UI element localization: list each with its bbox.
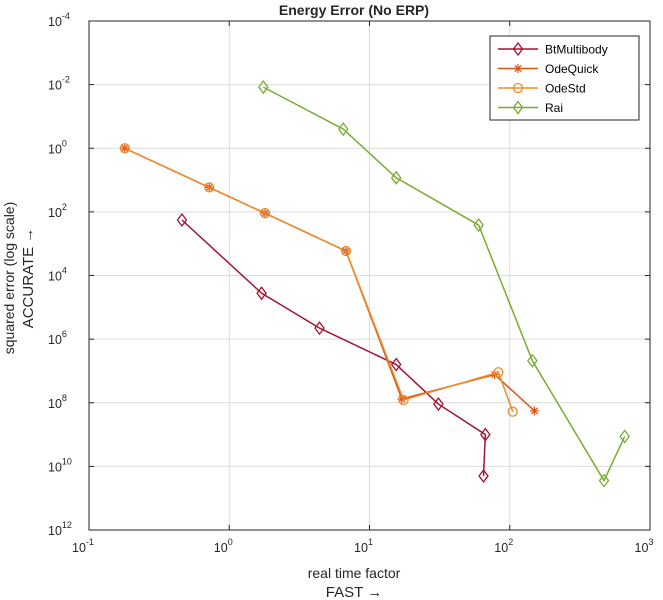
y-axis: 10-4 10-2 100 102 104 106 108 1010 1012 [48,11,650,538]
y-tick-label: 108 [48,393,67,411]
data-point-circle [340,245,352,257]
x-axis-label: real time factor [308,565,401,581]
series-odestd [119,143,518,417]
legend-item: BtMultibody [498,41,608,57]
legend: BtMultibody OdeQuick OdeStd Rai [489,35,640,121]
data-point-diamond [478,468,489,484]
data-point-circle [512,82,524,94]
data-point-diamond [390,170,402,185]
series-line [124,147,514,412]
legend-label: Rai [545,101,563,115]
x-tick-label: 101 [354,537,373,555]
data-point-diamond [598,473,610,488]
data-point-asterisk [513,64,523,73]
data-point-diamond [314,321,325,336]
y-tick-label: 106 [48,329,67,347]
x-tick-label: 10-1 [72,537,94,555]
data-point-diamond [390,357,402,372]
y-tick-label: 10-4 [48,11,70,29]
data-point-diamond [258,80,269,95]
y-tick-label: 102 [48,202,67,220]
data-point-diamond [512,41,524,57]
series-layer [119,80,631,488]
legend-label: BtMultibody [545,43,608,57]
data-point-circle [493,367,504,378]
y-tick-label: 104 [48,266,67,284]
x-tick-label: 102 [494,537,513,555]
data-point-diamond [480,427,491,442]
data-point-circle [119,143,130,154]
x-tick-label: 103 [635,537,654,555]
data-point-circle [259,208,271,219]
chart-title: Energy Error (No ERP) [279,2,429,18]
data-point-diamond [473,217,484,233]
y-tick-label: 1012 [48,520,72,538]
y-axis-label: squared error (log scale) [1,202,17,355]
series-line [262,86,626,483]
data-point-diamond [433,396,444,412]
data-point-diamond [337,122,349,137]
series-line [181,219,487,476]
data-point-circle [204,182,215,193]
y-tick-label: 10-2 [48,75,70,93]
series-btmultibody [176,212,491,484]
y-axis-label-secondary: ACCURATE → [20,228,37,329]
series-rai [258,80,631,488]
legend-item: OdeStd [498,82,586,96]
data-point-circle [507,406,518,417]
legend-label: OdeQuick [545,62,599,76]
data-point-circle [398,394,409,406]
data-point-diamond [527,353,538,368]
x-axis: 10-1 100 101 102 103 [72,21,653,555]
data-point-diamond [512,100,524,115]
x-tick-label: 100 [214,537,233,555]
legend-item: Rai [498,100,563,115]
y-tick-label: 100 [48,138,67,156]
data-point-diamond [176,212,188,228]
data-point-diamond [256,286,267,301]
legend-item: OdeQuick [498,62,599,76]
y-tick-label: 1010 [48,456,72,474]
legend-label: OdeStd [545,82,586,96]
x-axis-label-secondary: FAST → [326,584,382,600]
data-point-asterisk [529,406,539,416]
data-point-diamond [619,429,631,444]
